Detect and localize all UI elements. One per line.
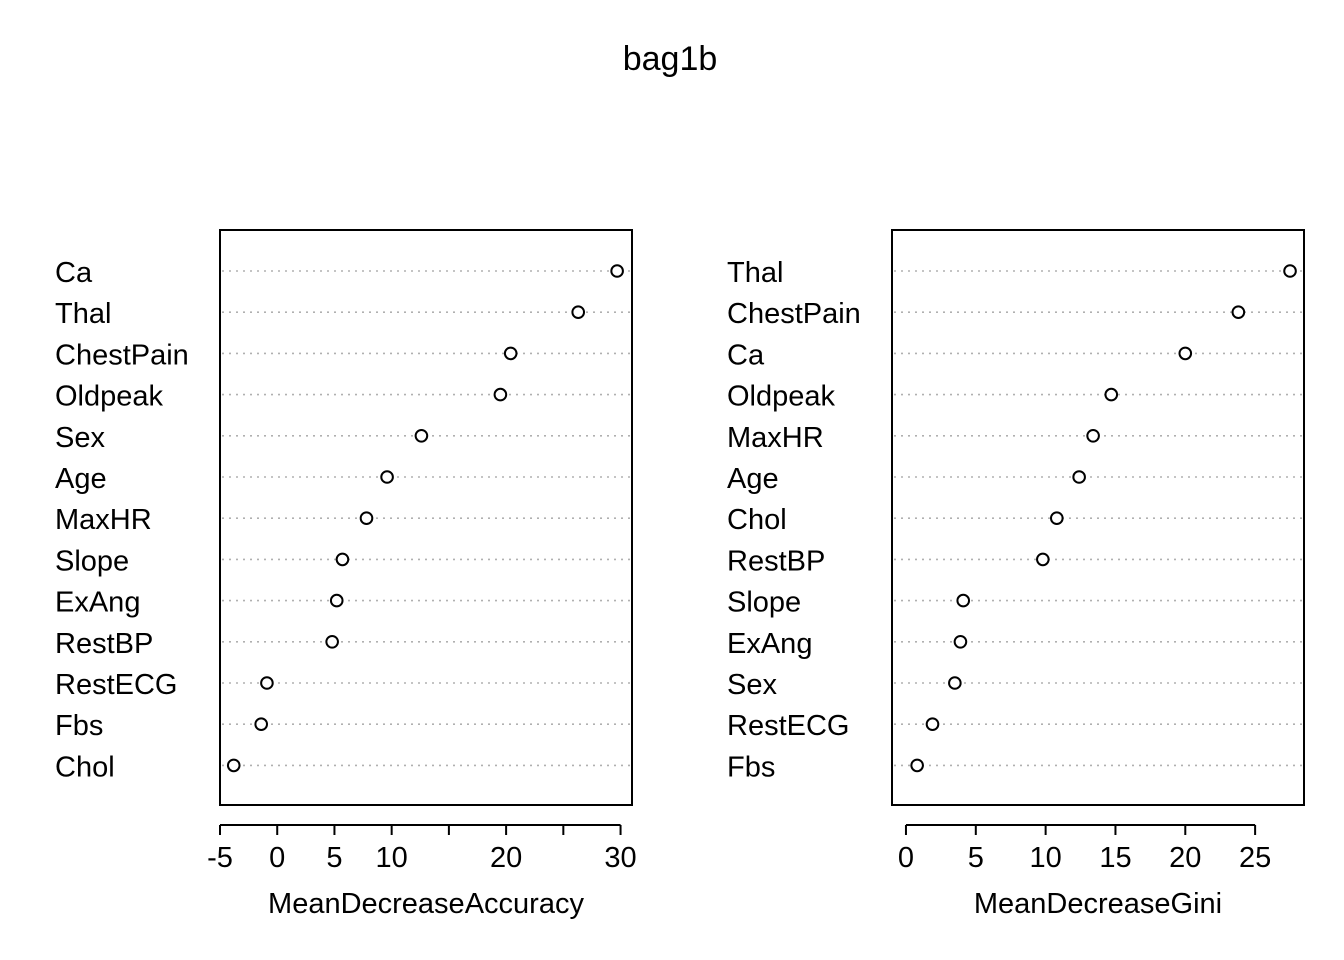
row-label-restbp: RestBP: [727, 545, 825, 577]
data-point-ca: [610, 264, 624, 278]
x-axis-label: MeanDecreaseAccuracy: [268, 888, 584, 920]
x-tick-label: 10: [1029, 842, 1061, 874]
data-point-thal: [571, 305, 586, 320]
x-tick-label: 20: [490, 842, 522, 874]
row-label-restbp: RestBP: [55, 628, 153, 660]
data-point-chestpain: [1231, 305, 1246, 320]
x-tick-label: 10: [376, 842, 408, 874]
data-point-sex: [414, 429, 429, 443]
row-label-thal: Thal: [55, 298, 111, 330]
data-point-slope: [335, 552, 350, 567]
data-point-exang: [953, 635, 968, 649]
row-label-thal: Thal: [727, 257, 783, 289]
data-point-age: [380, 470, 394, 484]
row-label-oldpeak: Oldpeak: [55, 381, 164, 413]
chart-title: bag1b: [623, 40, 718, 78]
x-tick-label: 5: [326, 842, 342, 874]
data-point-chol: [1050, 511, 1064, 526]
data-point-restbp: [1036, 552, 1050, 567]
row-label-maxhr: MaxHR: [55, 504, 152, 536]
plot-frame: [891, 229, 1305, 806]
x-axis-label: MeanDecreaseGini: [974, 888, 1222, 920]
row-label-chol: Chol: [55, 751, 115, 783]
data-point-chestpain: [503, 346, 518, 361]
row-label-ca: Ca: [55, 257, 93, 289]
data-point-sex: [948, 676, 962, 690]
x-tick-label: 0: [898, 842, 914, 874]
data-point-exang: [329, 593, 344, 608]
panel-2: Thal ChestPain Ca Oldpeak MaxHR Age Chol RestBP…: [727, 229, 1305, 920]
data-point-oldpeak: [493, 387, 508, 402]
plot-frame: [219, 229, 633, 806]
row-label-slope: Slope: [55, 545, 129, 577]
data-point-slope: [956, 593, 971, 608]
row-label-restecg: RestECG: [55, 669, 177, 701]
x-tick-label: 15: [1099, 842, 1131, 874]
row-label-restecg: RestECG: [727, 710, 849, 742]
data-point-thal: [1283, 264, 1297, 278]
data-point-oldpeak: [1104, 387, 1119, 402]
data-point-restecg: [260, 676, 274, 690]
row-label-oldpeak: Oldpeak: [727, 381, 836, 413]
x-tick-label: 30: [604, 842, 636, 874]
panel-1: Ca Thal ChestPain Oldpeak Sex Age MaxHR Slope Ex…: [55, 229, 637, 920]
row-label-maxhr: MaxHR: [727, 422, 824, 454]
row-label-fbs: Fbs: [727, 751, 775, 783]
data-point-chol: [226, 758, 241, 773]
data-point-maxhr: [359, 511, 374, 526]
x-tick-label: -5: [207, 842, 233, 874]
row-label-slope: Slope: [727, 587, 801, 619]
row-label-chestpain: ChestPain: [727, 298, 861, 330]
x-tick-label: 5: [968, 842, 984, 874]
row-label-exang: ExAng: [55, 587, 140, 619]
row-label-sex: Sex: [55, 422, 105, 454]
row-label-chestpain: ChestPain: [55, 339, 189, 371]
data-point-age: [1072, 470, 1086, 484]
row-label-sex: Sex: [727, 669, 777, 701]
data-point-fbs: [254, 717, 269, 732]
data-point-maxhr: [1086, 429, 1100, 443]
x-tick-label: 20: [1169, 842, 1201, 874]
row-label-fbs: Fbs: [55, 710, 103, 742]
data-point-fbs: [910, 758, 924, 773]
data-point-restbp: [325, 635, 339, 649]
row-label-age: Age: [55, 463, 107, 495]
x-tick-label: 0: [269, 842, 285, 874]
row-label-age: Age: [727, 463, 779, 495]
row-label-chol: Chol: [727, 504, 787, 536]
row-label-ca: Ca: [727, 339, 765, 371]
data-point-ca: [1178, 346, 1193, 361]
row-label-exang: ExAng: [727, 628, 812, 660]
data-point-restecg: [925, 717, 940, 732]
x-tick-label: 25: [1239, 842, 1271, 874]
